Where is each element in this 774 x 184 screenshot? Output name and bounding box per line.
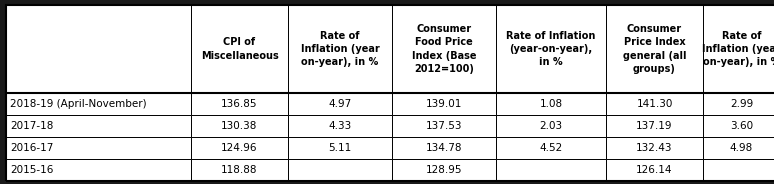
- Text: 139.01: 139.01: [426, 99, 462, 109]
- Bar: [392, 93, 496, 115]
- Bar: [496, 159, 606, 181]
- Text: 1.08: 1.08: [539, 99, 563, 109]
- Bar: [496, 93, 606, 115]
- Text: 2017-18: 2017-18: [10, 121, 53, 131]
- Bar: [288, 159, 392, 181]
- Bar: [6, 5, 191, 93]
- Bar: [496, 137, 606, 159]
- Bar: [606, 115, 703, 137]
- Bar: [496, 5, 606, 93]
- Bar: [496, 115, 606, 137]
- Bar: [191, 137, 288, 159]
- Text: 2015-16: 2015-16: [10, 165, 53, 175]
- Text: 4.52: 4.52: [539, 143, 563, 153]
- Bar: [392, 159, 496, 181]
- Bar: [606, 93, 703, 115]
- Text: Rate of Inflation
(year-on-year),
in %: Rate of Inflation (year-on-year), in %: [506, 31, 596, 67]
- Text: 137.53: 137.53: [426, 121, 462, 131]
- Bar: [703, 137, 774, 159]
- Bar: [6, 159, 191, 181]
- Text: 137.19: 137.19: [636, 121, 673, 131]
- Bar: [703, 159, 774, 181]
- Text: 2.99: 2.99: [730, 99, 753, 109]
- Text: 118.88: 118.88: [221, 165, 258, 175]
- Text: 4.97: 4.97: [328, 99, 351, 109]
- Text: 4.33: 4.33: [328, 121, 351, 131]
- Bar: [6, 93, 191, 115]
- Text: 3.60: 3.60: [730, 121, 753, 131]
- Bar: [288, 5, 392, 93]
- Bar: [6, 115, 191, 137]
- Bar: [288, 137, 392, 159]
- Text: Rate of
Inflation (year
on-year), in %: Rate of Inflation (year on-year), in %: [300, 31, 379, 67]
- Text: Consumer
Food Price
Index (Base
2012=100): Consumer Food Price Index (Base 2012=100…: [412, 24, 476, 74]
- Text: Rate of
Inflation (year
on-year), in %: Rate of Inflation (year on-year), in %: [702, 31, 774, 67]
- Text: 5.11: 5.11: [328, 143, 351, 153]
- Text: Consumer
Price Index
general (all
groups): Consumer Price Index general (all groups…: [623, 24, 687, 74]
- Text: 126.14: 126.14: [636, 165, 673, 175]
- Text: 2.03: 2.03: [539, 121, 563, 131]
- Bar: [392, 5, 496, 93]
- Text: 136.85: 136.85: [221, 99, 258, 109]
- Bar: [606, 137, 703, 159]
- Bar: [288, 115, 392, 137]
- Bar: [191, 5, 288, 93]
- Bar: [703, 115, 774, 137]
- Bar: [606, 5, 703, 93]
- Text: 124.96: 124.96: [221, 143, 258, 153]
- Text: 130.38: 130.38: [221, 121, 258, 131]
- Text: 132.43: 132.43: [636, 143, 673, 153]
- Text: 141.30: 141.30: [636, 99, 673, 109]
- Bar: [392, 137, 496, 159]
- Bar: [606, 159, 703, 181]
- Bar: [191, 115, 288, 137]
- Bar: [191, 159, 288, 181]
- Bar: [392, 115, 496, 137]
- Text: 128.95: 128.95: [426, 165, 462, 175]
- Text: 2016-17: 2016-17: [10, 143, 53, 153]
- Bar: [288, 93, 392, 115]
- Bar: [191, 93, 288, 115]
- Bar: [703, 5, 774, 93]
- Bar: [6, 137, 191, 159]
- Bar: [703, 93, 774, 115]
- Text: 2018-19 (April-November): 2018-19 (April-November): [10, 99, 146, 109]
- Text: 4.98: 4.98: [730, 143, 753, 153]
- Text: CPI of
Miscellaneous: CPI of Miscellaneous: [200, 37, 279, 61]
- Text: 134.78: 134.78: [426, 143, 462, 153]
